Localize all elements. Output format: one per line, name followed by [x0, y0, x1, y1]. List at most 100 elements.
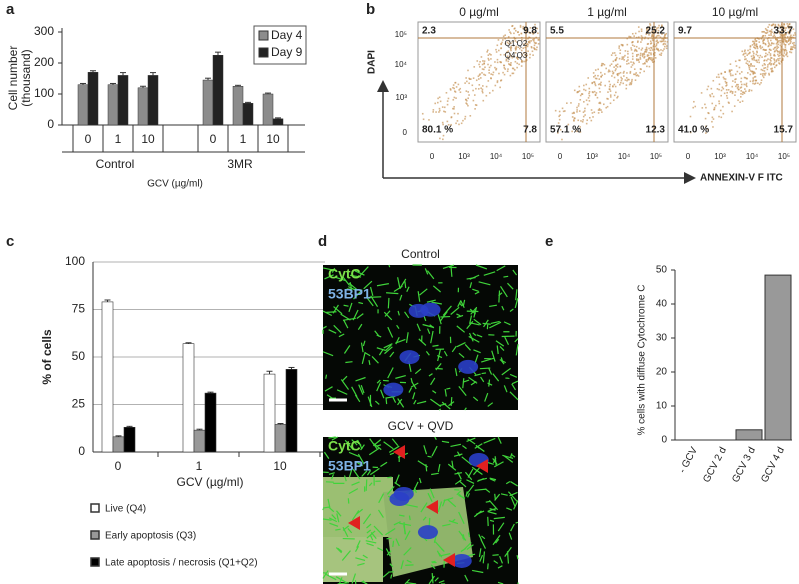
mitochondria	[481, 357, 494, 363]
legend-swatch	[90, 557, 100, 567]
event-dot	[764, 55, 766, 58]
event-dot	[482, 60, 484, 62]
event-dot	[462, 119, 464, 122]
event-dot	[775, 43, 778, 45]
event-dot	[765, 32, 768, 35]
event-dot	[614, 69, 617, 72]
event-dot	[619, 65, 622, 68]
event-dot	[516, 31, 519, 34]
event-dot	[782, 26, 785, 28]
event-dot	[607, 91, 609, 93]
event-dot	[773, 66, 776, 69]
mitochondria	[450, 443, 462, 448]
event-dot	[515, 45, 517, 48]
mitochondria	[451, 518, 456, 523]
event-dot	[766, 68, 769, 71]
event-dot	[639, 54, 642, 57]
event-dot	[751, 40, 754, 43]
event-dot	[726, 91, 728, 94]
event-dot	[729, 73, 732, 75]
event-dot	[787, 25, 790, 27]
event-dot	[506, 55, 509, 58]
event-dot	[599, 84, 602, 86]
mitochondria	[361, 470, 368, 477]
event-dot	[614, 59, 617, 61]
event-dot	[722, 105, 724, 108]
event-dot	[790, 25, 792, 28]
event-dot	[513, 32, 515, 35]
mitochondria	[495, 538, 500, 544]
event-dot	[783, 33, 786, 36]
event-dot	[594, 77, 597, 80]
event-dot	[612, 60, 615, 63]
mitochondria	[348, 302, 353, 313]
event-dot	[482, 99, 485, 102]
event-dot	[507, 68, 509, 70]
event-dot	[484, 74, 487, 76]
mitochondria	[378, 349, 384, 356]
event-dot	[768, 23, 771, 26]
arrowhead-marker	[393, 445, 405, 459]
event-dot	[457, 83, 460, 86]
mitochondria	[497, 565, 503, 569]
event-dot	[631, 78, 633, 81]
event-dot	[748, 66, 751, 69]
event-dot	[649, 40, 652, 43]
event-dot	[609, 94, 612, 96]
event-dot	[441, 121, 444, 124]
event-dot	[756, 47, 759, 50]
event-dot	[663, 42, 665, 45]
event-dot	[504, 68, 507, 70]
event-dot	[639, 58, 642, 60]
mitochondria	[376, 379, 381, 384]
event-dot	[616, 81, 619, 84]
mitochondria	[395, 375, 406, 379]
bar	[112, 436, 125, 453]
event-dot	[446, 120, 449, 123]
event-dot	[634, 32, 637, 35]
mitochondria	[492, 457, 498, 465]
bar	[101, 301, 114, 453]
event-dot	[776, 32, 778, 34]
event-dot	[747, 72, 749, 74]
event-dot	[646, 26, 649, 29]
event-dot	[648, 34, 650, 36]
mitochondria	[431, 472, 439, 476]
event-dot	[510, 32, 512, 35]
event-dot	[443, 106, 446, 109]
mitochondria	[499, 346, 505, 352]
mitochondria	[437, 349, 442, 362]
event-dot	[755, 68, 757, 70]
event-dot	[622, 57, 624, 60]
mitochondria	[408, 515, 411, 521]
mitochondria	[340, 379, 350, 390]
event-dot	[655, 28, 658, 31]
event-dot	[636, 59, 638, 62]
mitochondria	[404, 578, 410, 584]
event-dot	[476, 60, 479, 62]
mitochondria	[515, 521, 519, 524]
event-dot	[589, 116, 591, 119]
mitochondria	[352, 309, 359, 321]
mitochondria	[478, 281, 491, 286]
event-dot	[711, 120, 713, 123]
event-dot	[638, 30, 640, 33]
mitochondria	[487, 402, 494, 407]
event-dot	[559, 114, 561, 116]
event-dot	[506, 41, 509, 44]
event-dot	[640, 49, 643, 51]
mitochondria	[404, 503, 418, 508]
event-dot	[466, 80, 468, 83]
event-dot	[597, 68, 599, 71]
event-dot	[734, 60, 737, 63]
event-dot	[573, 119, 575, 121]
mitochondria	[360, 444, 365, 451]
event-dot	[651, 37, 654, 40]
event-dot	[781, 57, 784, 60]
event-dot	[479, 60, 481, 63]
event-dot	[765, 52, 767, 55]
event-dot	[793, 41, 795, 44]
event-dot	[557, 130, 559, 133]
mitochondria	[501, 305, 505, 311]
event-dot	[776, 41, 779, 44]
